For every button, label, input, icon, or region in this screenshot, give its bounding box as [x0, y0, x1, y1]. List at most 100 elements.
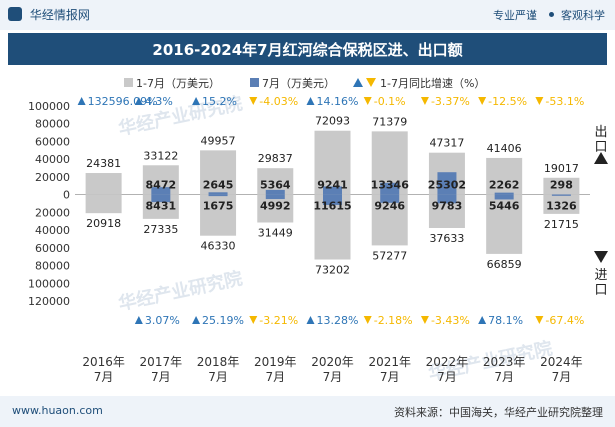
import-growth-label: -2.18%	[374, 314, 413, 327]
export-month-label: 9241	[317, 179, 348, 192]
y-tick-label: 40000	[35, 224, 70, 237]
brand[interactable]: 华经情报网	[8, 6, 90, 23]
import-ytd-bar	[200, 194, 237, 236]
import-growth-label: 78.1%	[488, 314, 523, 327]
export-month-bar	[151, 187, 171, 195]
export-ytd-label: 24381	[86, 157, 121, 170]
export-ytd-bar	[200, 150, 237, 195]
export-growth-up-triangle	[134, 97, 143, 105]
legend-swatch-month	[250, 78, 259, 87]
export-month-bar	[437, 172, 457, 195]
x-axis: 2016年7月2017年7月2018年7月2019年7月2020年7月2021年…	[82, 355, 582, 384]
import-growth-up-triangle	[306, 316, 315, 324]
import-ytd-label: 20918	[86, 217, 121, 230]
export-growth-label: -53.1%	[545, 95, 584, 108]
import-ytd-bar	[257, 194, 294, 223]
x-tick-label: 2018年	[197, 355, 240, 369]
y-axis: 100000 80000 60000 40000 20000 0 20000 40000 600…	[28, 100, 590, 308]
import-month-label: 1675	[203, 200, 234, 213]
brand-logo-icon	[8, 7, 22, 21]
side-label-char: 口	[594, 140, 607, 155]
export-growth-label: -3.37%	[431, 95, 470, 108]
x-tick-label: 7月	[552, 370, 572, 384]
legend-label-ytd: 1-7月（万美元）	[136, 77, 220, 90]
import-growth-label: -67.4%	[545, 314, 584, 327]
export-month-label: 2262	[489, 179, 520, 192]
export-up-arrow-icon	[594, 152, 608, 164]
export-ytd-label: 19017	[544, 162, 579, 175]
x-tick-label: 7月	[151, 370, 171, 384]
import-month-label: 8431	[146, 200, 177, 213]
import-growth-up-triangle	[192, 316, 201, 324]
footer-source: 资料来源：中国海关，华经产业研究院整理	[394, 406, 603, 419]
import-side-label: 进口	[594, 268, 607, 298]
import-month-label: 1326	[546, 200, 577, 213]
export-ytd-label: 33122	[143, 149, 178, 162]
import-month-bar	[151, 194, 171, 203]
import-growth-label: 13.28%	[317, 314, 359, 327]
import-ytd-label: 66859	[487, 258, 522, 271]
import-ytd-label: 21715	[544, 218, 579, 231]
y-tick-label: 0	[63, 189, 70, 202]
export-month-bar	[494, 192, 514, 195]
bullet-icon	[548, 12, 554, 17]
side-label-char: 出	[594, 125, 607, 140]
export-side-label: 出口	[594, 125, 607, 155]
legend-swatch-ytd	[124, 78, 133, 87]
footer: www.huaon.com 资料来源：中国海关，华经产业研究院整理	[0, 396, 615, 427]
x-tick-label: 2021年	[368, 355, 411, 369]
legend-up-triangle-icon	[353, 78, 363, 87]
export-growth-label: -4.03%	[259, 95, 298, 108]
export-growth-down-triangle	[420, 97, 429, 105]
import-ytd-label: 37633	[429, 232, 464, 245]
export-month-bar	[323, 186, 342, 195]
export-growth-down-triangle	[363, 97, 372, 105]
import-ytd-label: 31449	[258, 227, 293, 240]
side-label-char: 口	[594, 283, 607, 298]
export-growth-label: -0.1%	[374, 95, 406, 108]
growth-labels: 132596.09%4.3%3.07%15.2%25.19%-4.03%-3.2…	[77, 95, 584, 327]
import-ytd-bar	[371, 194, 408, 246]
export-growth-down-triangle	[535, 97, 544, 105]
import-ytd-label: 27335	[143, 223, 178, 236]
title-bar: 2016-2024年7月红河综合保税区进、出口额	[8, 33, 607, 65]
y-tick-label: 20000	[35, 206, 70, 219]
export-growth-down-triangle	[249, 97, 258, 105]
export-ytd-label: 71379	[372, 115, 407, 128]
y-tick-label: 120000	[28, 295, 70, 308]
import-growth-down-triangle	[420, 316, 429, 324]
import-month-bar	[551, 194, 571, 196]
export-month-label: 298	[550, 179, 573, 192]
import-ytd-label: 46330	[201, 240, 236, 253]
export-growth-label: 4.3%	[145, 95, 173, 108]
x-tick-label: 2016年	[82, 355, 125, 369]
export-month-label: 2645	[203, 179, 234, 192]
import-month-bar	[494, 194, 514, 200]
import-ytd-label: 57277	[372, 249, 407, 262]
value-labels: 24381 20918 33122 27335 8472 8431 49957 46330 26…	[86, 115, 579, 277]
export-month-label: 5364	[260, 179, 291, 192]
export-month-label: 25302	[428, 179, 466, 192]
x-tick-label: 7月	[494, 370, 514, 384]
import-month-label: 4992	[260, 200, 291, 213]
import-growth-up-triangle	[478, 316, 487, 324]
header-link-1[interactable]: 专业严谨	[493, 9, 537, 22]
x-tick-label: 2022年	[426, 355, 469, 369]
import-month-label: 11615	[313, 200, 351, 213]
x-tick-label: 7月	[437, 370, 457, 384]
import-down-arrow-icon	[594, 251, 608, 263]
export-ytd-bar	[85, 173, 122, 195]
footer-website[interactable]: www.huaon.com	[12, 404, 103, 417]
export-ytd-bar	[486, 157, 523, 195]
y-tick-label: 100000	[28, 277, 70, 290]
export-month-label: 13346	[371, 179, 410, 192]
export-growth-label: -12.5%	[488, 95, 527, 108]
top-bar: 华经情报网 专业严谨 客观科学	[0, 0, 615, 30]
import-growth-down-triangle	[249, 316, 258, 324]
x-tick-label: 2023年	[483, 355, 526, 369]
import-month-label: 5446	[489, 200, 520, 213]
header-link-2[interactable]: 客观科学	[561, 9, 605, 22]
import-month-bar	[323, 194, 342, 205]
export-ytd-bar	[314, 130, 351, 195]
export-ytd-label: 49957	[201, 134, 236, 147]
